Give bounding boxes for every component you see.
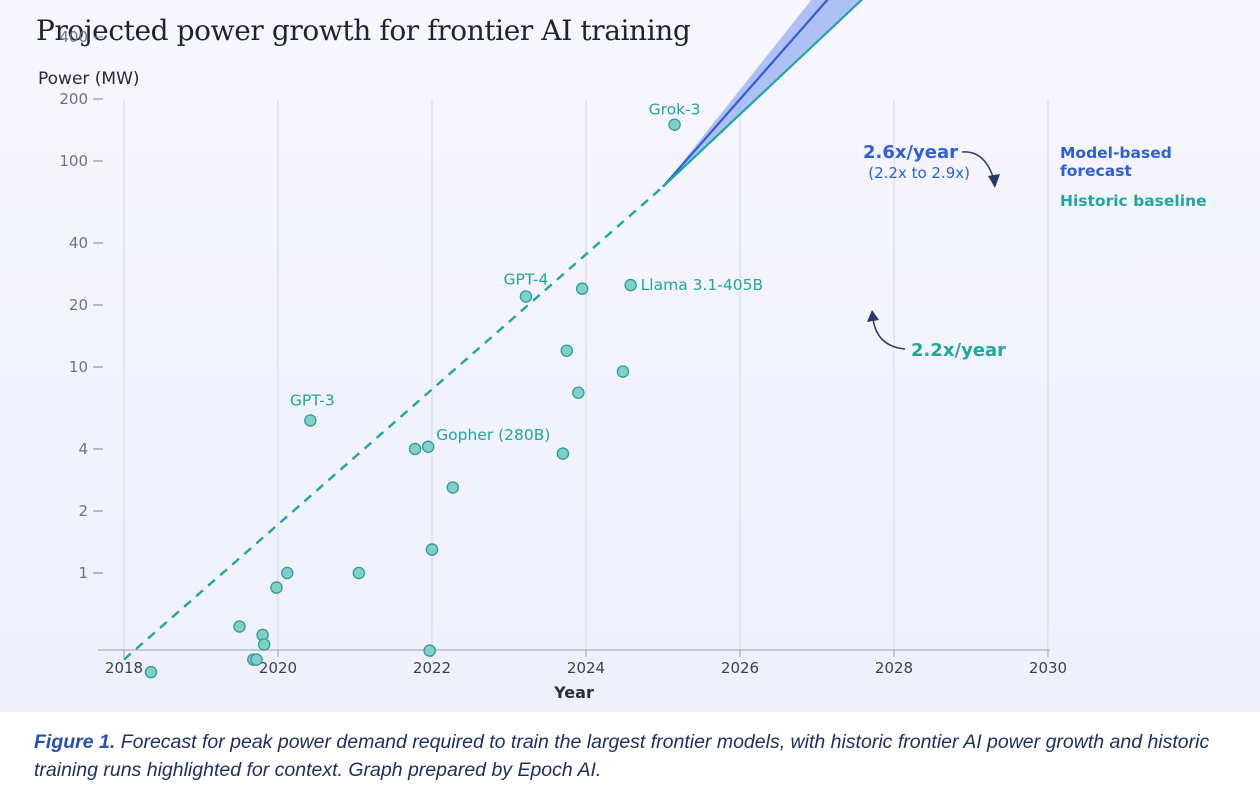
data-point [352,566,366,580]
data-point [616,365,630,378]
forecast-growth-annotation: 2.6x/year [863,142,958,163]
forecast-uncertainty-band [663,0,862,187]
y-tick-label: 100 [59,152,88,170]
y-tick-label: 400 [59,28,88,46]
data-point [425,543,439,556]
chart-panel: Projected power growth for frontier AI t… [0,0,1260,712]
data-point [446,481,460,494]
historic-trend-line [123,185,664,661]
data-point-label: GPT-4 [504,270,549,288]
caption-label: Figure 1. [34,731,116,753]
y-tick-label: 2 [78,502,88,520]
y-tick-label: 10 [69,358,88,376]
baseline-series-label: Historic baseline [1060,192,1207,210]
caption-text: Forecast for peak power demand required … [34,731,1210,781]
x-tick-label: 2022 [413,659,451,677]
y-tick-label: 4 [78,440,88,458]
data-point [556,447,570,460]
data-point-label: GPT-3 [290,391,335,409]
data-point [572,386,585,399]
data-point [270,581,283,594]
y-tick-label: 20 [69,296,88,314]
y-tick-label: 40 [69,234,88,252]
x-axis-label: Year [553,683,594,702]
data-point [519,290,533,303]
data-point [560,344,574,357]
data-point [421,440,435,454]
x-tick-label: 2024 [567,659,605,677]
data-point-label: Llama 3.1-405B [641,276,763,294]
data-point [423,644,436,657]
baseline-annotation-arrow [872,317,906,350]
x-tick-label: 2020 [259,659,297,677]
x-tick-label: 2018 [105,659,143,677]
baseline-annotation-arrowhead [867,310,879,322]
data-point [280,566,294,580]
x-tick-label: 2030 [1029,659,1067,677]
forecast-growth-range: (2.2x to 2.9x) [868,164,970,182]
x-tick-label: 2026 [721,659,759,677]
data-point [144,665,158,679]
data-point-label: Grok-3 [649,101,701,119]
forecast-line [662,0,829,188]
x-tick-label: 2028 [875,659,913,677]
baseline-line [662,0,864,188]
figure-caption: Figure 1. Forecast for peak power demand… [34,728,1234,784]
data-point [575,282,589,295]
baseline-growth-annotation: 2.2x/year [911,340,1006,361]
forecast-series-label: Model-based forecast [1060,144,1172,180]
y-tick-label: 200 [59,90,88,108]
data-point [304,414,317,427]
y-tick-label: 1 [78,564,88,582]
data-point [624,278,637,292]
data-point [257,638,271,651]
y-axis-label: Power (MW) [38,69,140,89]
chart-title: Projected power growth for frontier AI t… [36,14,691,47]
data-point [250,653,263,666]
forecast-annotation-arrowhead [988,174,1000,188]
data-point-label: Gopher (280B) [436,426,550,444]
data-point [668,118,681,131]
data-point [408,442,422,456]
data-point [233,620,246,633]
